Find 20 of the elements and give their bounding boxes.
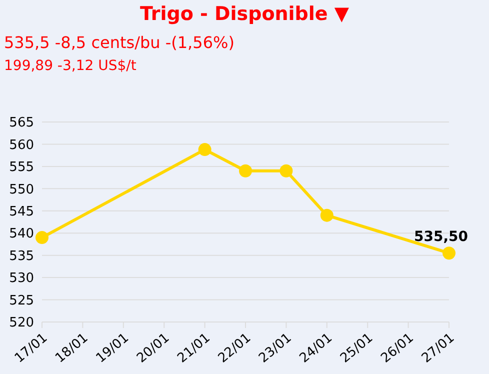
point bbox=[198, 143, 212, 156]
chart-subtitle: 535,5 -8,5 cents/bu -(1,56%) bbox=[4, 33, 234, 52]
y-tick-label: 535 bbox=[9, 248, 34, 264]
point bbox=[320, 208, 334, 222]
point bbox=[239, 164, 252, 178]
y-tick-label: 550 bbox=[9, 182, 34, 198]
text: 199,89 -3,12 US$/t bbox=[4, 58, 136, 74]
point bbox=[280, 164, 293, 178]
data-label: 535,50 bbox=[414, 229, 468, 246]
y-tick-label: 540 bbox=[9, 226, 34, 242]
point bbox=[442, 246, 456, 260]
point bbox=[36, 231, 48, 244]
y-tick-label: 555 bbox=[9, 160, 34, 176]
y-tick-label: 560 bbox=[9, 138, 34, 153]
y-tick-label: 545 bbox=[9, 204, 34, 220]
chart-title: Trigo - Disponible ▼ bbox=[138, 3, 350, 25]
y-tick-label: 565 bbox=[9, 116, 34, 131]
y-tick-label: 525 bbox=[9, 293, 34, 308]
y-tick-label: 520 bbox=[9, 316, 34, 331]
y-tick-label: 530 bbox=[9, 271, 34, 286]
